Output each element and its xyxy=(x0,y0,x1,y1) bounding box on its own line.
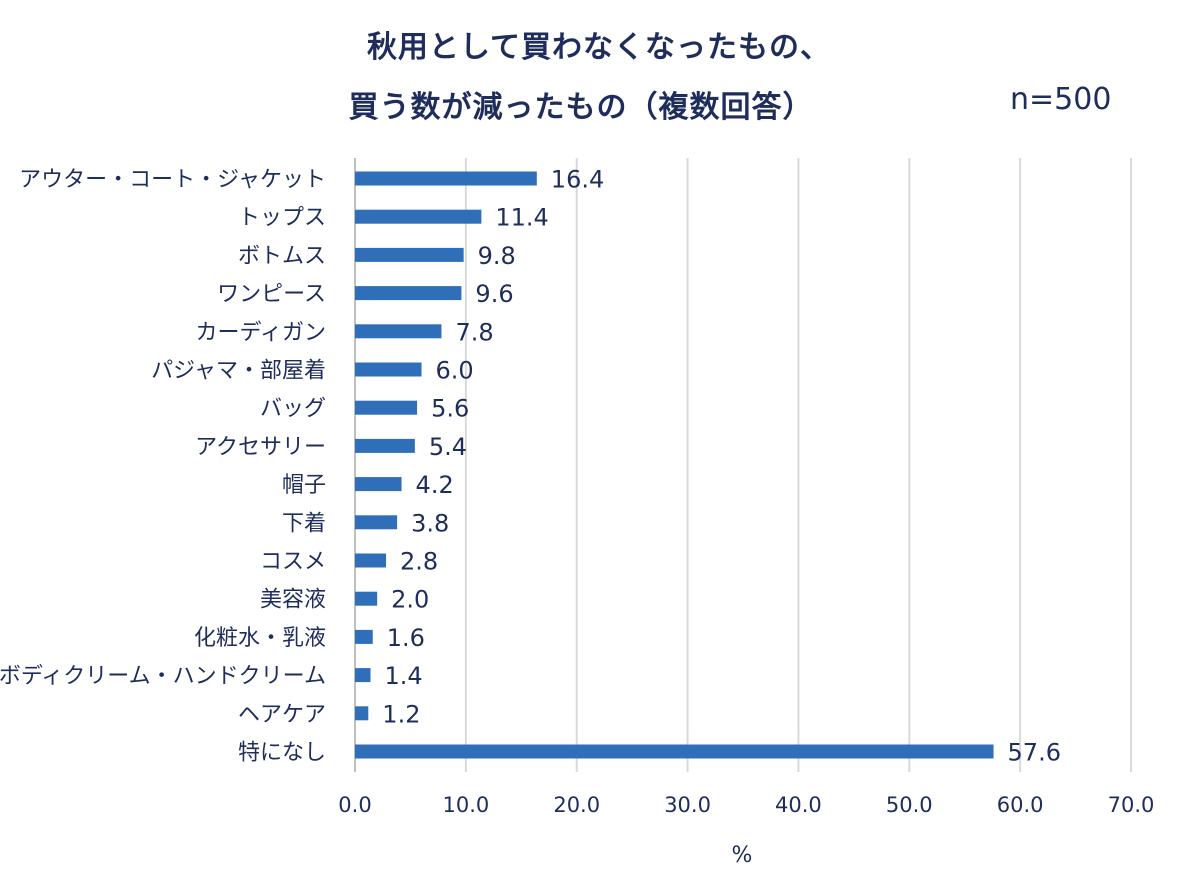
bar xyxy=(355,515,398,530)
value-label: 9.6 xyxy=(475,280,513,308)
value-label: 3.8 xyxy=(411,509,449,537)
bar xyxy=(355,553,387,568)
x-axis-label: % xyxy=(732,843,753,868)
category-label: 特になし xyxy=(238,741,326,766)
bar xyxy=(355,171,537,186)
bar xyxy=(355,247,464,262)
category-label: アクセサリー xyxy=(195,435,326,460)
bar xyxy=(355,438,415,453)
bar xyxy=(355,744,994,759)
category-label: ボトムス xyxy=(238,244,326,269)
category-label: トップス xyxy=(238,206,326,231)
value-label: 9.8 xyxy=(478,242,516,270)
value-label: 5.4 xyxy=(429,433,467,461)
category-label: ヘアケア xyxy=(238,702,326,727)
sample-size-label: n=500 xyxy=(1010,82,1112,117)
value-label: 1.4 xyxy=(385,662,423,690)
category-label: パジャマ・部屋着 xyxy=(151,359,326,384)
value-label: 7.8 xyxy=(455,318,493,346)
x-tick-label: 20.0 xyxy=(553,793,600,817)
bar xyxy=(355,324,442,339)
category-label: アウター・コート・ジャケット xyxy=(19,168,326,193)
x-tick-label: 40.0 xyxy=(775,793,822,817)
labels: 0.0 10.0 20.0 30.0 40.0 50.0 60.0 70.0 アウター・コート・… xyxy=(0,166,1154,818)
category-label: 美容液 xyxy=(260,588,326,613)
value-label: 1.6 xyxy=(387,624,425,652)
category-label: 下着 xyxy=(282,511,326,536)
bar xyxy=(355,400,418,415)
category-label: カーディガン xyxy=(196,320,326,345)
bar xyxy=(355,629,373,644)
value-label: 1.2 xyxy=(382,700,420,728)
bar xyxy=(355,668,371,683)
value-label: 6.0 xyxy=(436,357,474,385)
x-tick-label: 10.0 xyxy=(442,793,489,817)
chart-title-line-1: 秋用として買わなくなったもの、 xyxy=(366,30,832,65)
value-label: 16.4 xyxy=(551,166,604,194)
value-label: 4.2 xyxy=(416,471,454,499)
value-label: 11.4 xyxy=(495,204,548,232)
value-label: 2.0 xyxy=(391,586,429,614)
bar xyxy=(355,362,422,377)
value-label: 5.6 xyxy=(431,395,469,423)
category-label: 帽子 xyxy=(282,473,326,498)
bars xyxy=(355,171,994,759)
x-tick-label: 60.0 xyxy=(997,793,1044,817)
x-tick-label: 70.0 xyxy=(1108,793,1155,817)
chart-title-line-2: 買う数が減ったもの（複数回答） xyxy=(348,90,814,125)
gridlines xyxy=(354,158,1132,772)
x-tick-label: 30.0 xyxy=(664,793,711,817)
bar xyxy=(355,706,369,721)
bar xyxy=(355,286,462,301)
bar xyxy=(355,209,482,224)
bar xyxy=(355,591,378,606)
category-label: コスメ xyxy=(260,550,326,575)
x-tick-label: 0.0 xyxy=(338,793,371,817)
x-tick-label: 50.0 xyxy=(886,793,933,817)
category-label: ワンピース xyxy=(217,282,326,307)
category-label: バッグ xyxy=(260,397,326,422)
category-label: 化粧水・乳液 xyxy=(194,626,326,651)
value-label: 2.8 xyxy=(400,548,438,576)
value-label: 57.6 xyxy=(1008,739,1061,767)
category-label: ボディクリーム・ハンドクリーム xyxy=(0,664,326,689)
bar xyxy=(355,477,402,492)
